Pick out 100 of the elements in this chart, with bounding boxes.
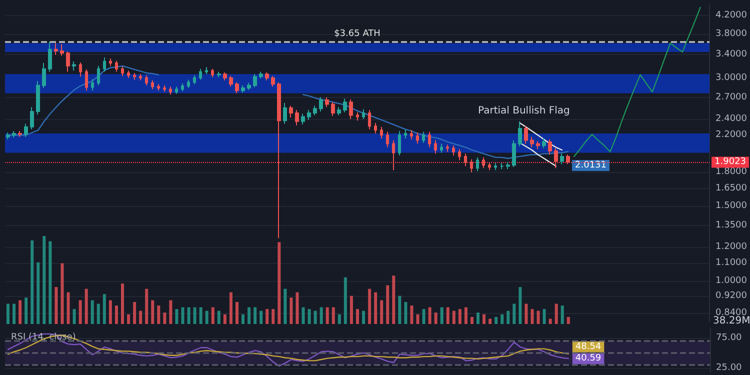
candlestick xyxy=(241,84,245,94)
bar xyxy=(350,296,353,324)
bar xyxy=(356,309,359,324)
bar xyxy=(229,292,232,324)
bar xyxy=(266,309,269,324)
y-tick-label: 25.00 xyxy=(716,362,742,373)
candlestick xyxy=(542,138,546,149)
y-tick-label: 1.8000 xyxy=(716,167,748,178)
y-tick-label: 2.2000 xyxy=(716,130,748,140)
bar xyxy=(145,288,148,324)
candlestick xyxy=(205,66,208,75)
bar xyxy=(560,306,564,324)
bar xyxy=(114,306,118,324)
bar xyxy=(374,292,378,324)
candlestick xyxy=(229,76,233,88)
candlestick xyxy=(446,144,449,152)
bar xyxy=(60,263,64,324)
candlestick xyxy=(139,74,142,81)
bar xyxy=(452,310,456,324)
data-label: 48.54 xyxy=(575,342,602,352)
y-tick-label: 3.8000 xyxy=(716,29,748,40)
bar xyxy=(422,309,426,324)
bar xyxy=(151,300,154,324)
bar xyxy=(512,304,516,324)
bar xyxy=(308,309,311,324)
candlestick xyxy=(530,136,534,148)
bar xyxy=(181,307,184,324)
candlestick xyxy=(259,71,263,79)
candlestick xyxy=(30,106,34,130)
candlestick xyxy=(416,132,419,144)
bar xyxy=(458,309,462,324)
candlestick xyxy=(115,60,118,72)
bar xyxy=(96,304,100,324)
bar xyxy=(500,314,504,324)
line-series xyxy=(7,333,569,367)
bar xyxy=(84,288,88,324)
candlestick xyxy=(163,84,166,92)
candlestick xyxy=(133,72,136,80)
bar xyxy=(223,314,226,324)
candlestick xyxy=(127,70,130,78)
candlestick xyxy=(476,156,479,172)
candlestick xyxy=(271,76,275,88)
candlestick xyxy=(289,105,293,118)
y-tick-label: 0.9200 xyxy=(716,291,748,302)
y-tick-label: 1.0000 xyxy=(716,276,748,286)
bar xyxy=(434,312,438,324)
y-tick-label: 2.4000 xyxy=(716,114,748,124)
candlestick xyxy=(386,131,389,148)
bar xyxy=(404,302,408,324)
candlestick xyxy=(193,74,196,85)
line-series xyxy=(519,122,563,151)
bar xyxy=(163,312,166,324)
candlestick xyxy=(217,71,221,78)
candlestick xyxy=(560,153,564,165)
candlestick xyxy=(506,162,510,170)
candlestick xyxy=(175,86,178,94)
candlestick xyxy=(536,140,540,150)
candlestick xyxy=(12,130,16,138)
bar xyxy=(187,307,190,324)
y-tick-label: 3.0000 xyxy=(716,72,748,83)
candlestick xyxy=(488,162,491,171)
candlestick xyxy=(349,98,353,120)
candlestick xyxy=(470,158,473,173)
text: 38.29M xyxy=(713,316,750,326)
candlestick xyxy=(331,102,335,117)
bar xyxy=(260,310,263,324)
candlestick xyxy=(199,68,202,80)
candlestick xyxy=(518,120,522,147)
bar xyxy=(320,307,323,324)
candlestick xyxy=(121,66,124,76)
bar xyxy=(302,307,305,324)
bar xyxy=(102,294,106,324)
candlestick xyxy=(548,138,552,156)
bar xyxy=(30,240,34,324)
candlestick xyxy=(151,80,154,90)
candlestick xyxy=(247,82,251,90)
candlestick xyxy=(103,56,106,72)
line-series xyxy=(519,142,557,167)
y-tick-label: 2.7000 xyxy=(716,92,748,102)
bar xyxy=(416,314,420,324)
bar xyxy=(542,309,546,324)
candlestick xyxy=(48,41,52,72)
bar xyxy=(235,302,238,324)
y-tick-label: 1.6500 xyxy=(716,183,748,194)
bar xyxy=(272,309,275,324)
candlestick xyxy=(54,42,58,56)
bar xyxy=(386,285,390,324)
y-tick-label: 1.2000 xyxy=(716,242,748,252)
candlestick xyxy=(18,130,22,138)
bar xyxy=(296,292,299,324)
bar xyxy=(42,236,46,324)
candlestick xyxy=(482,156,485,169)
candlestick xyxy=(42,62,46,88)
candlestick xyxy=(319,96,323,112)
bar xyxy=(127,314,130,324)
bar xyxy=(344,277,347,324)
bar xyxy=(284,288,287,324)
bar xyxy=(536,310,540,324)
y-tick-label: 1.3500 xyxy=(716,220,748,230)
bar xyxy=(133,302,136,324)
